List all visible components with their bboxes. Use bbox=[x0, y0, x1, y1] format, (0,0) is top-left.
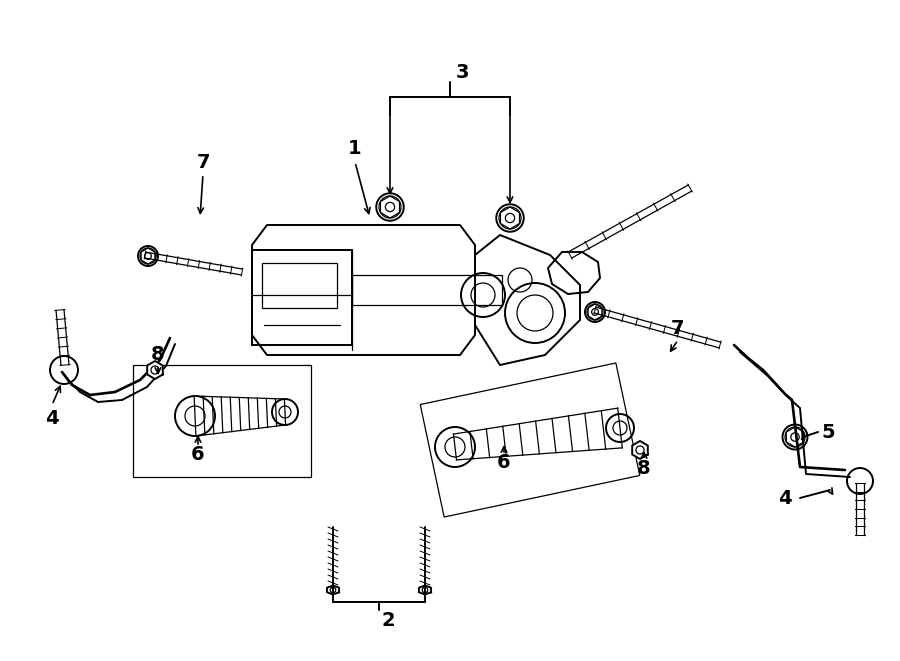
Text: 7: 7 bbox=[196, 153, 210, 171]
Text: 4: 4 bbox=[778, 488, 792, 508]
Text: 6: 6 bbox=[497, 453, 511, 473]
Text: 1: 1 bbox=[348, 139, 362, 157]
Text: 4: 4 bbox=[45, 408, 58, 428]
Text: 7: 7 bbox=[671, 319, 685, 338]
Text: 8: 8 bbox=[151, 346, 165, 364]
Polygon shape bbox=[632, 441, 648, 459]
Bar bbox=[133, 365, 311, 477]
Text: 3: 3 bbox=[455, 63, 469, 81]
Text: 8: 8 bbox=[637, 459, 651, 477]
Text: 6: 6 bbox=[191, 446, 205, 465]
Bar bbox=[252, 250, 352, 345]
Polygon shape bbox=[148, 361, 163, 379]
Polygon shape bbox=[418, 586, 431, 594]
Text: 5: 5 bbox=[821, 422, 835, 442]
Bar bbox=[262, 263, 337, 308]
Text: 2: 2 bbox=[382, 611, 395, 629]
Polygon shape bbox=[327, 586, 339, 594]
Bar bbox=[352, 275, 502, 305]
